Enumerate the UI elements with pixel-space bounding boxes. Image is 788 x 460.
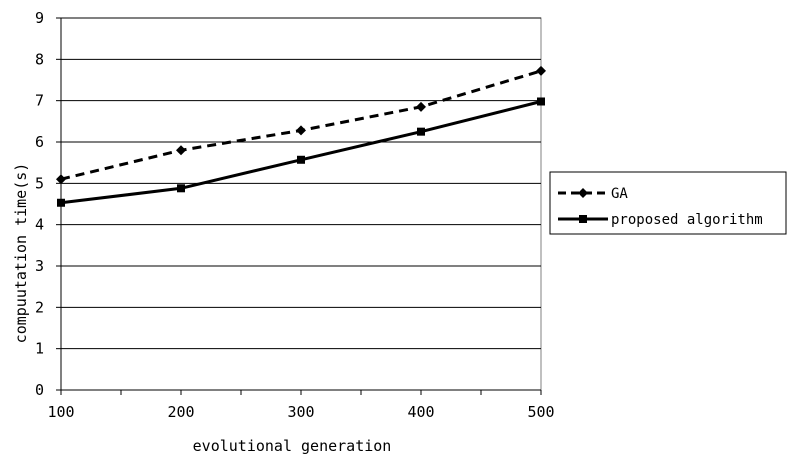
gridlines (61, 17, 541, 350)
data-point (417, 127, 425, 136)
data-point (296, 125, 306, 136)
legend-label: GA (611, 186, 628, 202)
y-tick-label: 1 (35, 340, 44, 358)
y-tick-label: 6 (35, 133, 44, 151)
series-layer (56, 65, 546, 207)
x-tick-label: 400 (407, 403, 434, 421)
legend-swatch-marker (578, 188, 588, 198)
y-tick-label: 2 (35, 298, 44, 316)
x-tick-labels: 100 200 300 400 500 (47, 403, 554, 421)
y-tick-label: 4 (35, 216, 44, 234)
y-tick-label: 8 (35, 50, 44, 68)
plot-area (60, 17, 542, 391)
data-point (537, 97, 545, 106)
x-tick-label: 200 (167, 403, 194, 421)
y-tick-label: 7 (35, 92, 44, 110)
y-tick-label: 5 (35, 174, 44, 192)
y-tick-labels: 0 1 2 3 4 5 6 7 8 9 (35, 9, 44, 399)
data-point (57, 198, 65, 207)
x-tick-label: 300 (287, 403, 314, 421)
y-tick-label: 9 (35, 9, 44, 27)
data-point (536, 65, 546, 76)
data-point (56, 174, 66, 185)
data-point (297, 155, 305, 164)
y-tick-label: 3 (35, 257, 44, 275)
x-tick-label: 100 (47, 403, 74, 421)
legend-label: proposed algorithm (611, 212, 763, 228)
data-point (416, 101, 426, 112)
x-axis-label: evolutional generation (193, 437, 392, 455)
series-proposed-algorithm (57, 97, 545, 207)
data-point (177, 184, 185, 193)
legend-box (549, 171, 787, 235)
x-tick-label: 500 (527, 403, 554, 421)
y-tick-label: 0 (35, 381, 44, 399)
data-point (176, 145, 186, 156)
y-axis-label: compuutation time(s) (12, 163, 30, 344)
legend-swatch-marker (579, 215, 587, 223)
legend: GA proposed algorithm (558, 186, 763, 228)
series-ga (56, 65, 546, 185)
